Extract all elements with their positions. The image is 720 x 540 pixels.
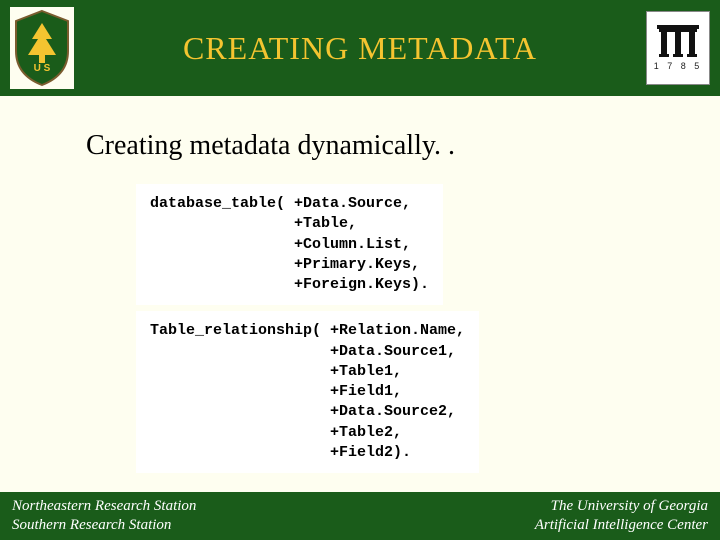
footer-right-line2: Artificial Intelligence Center	[535, 516, 708, 536]
slide-title: CREATING METADATA	[183, 30, 537, 67]
uga-year: 1 7 8 5	[654, 61, 703, 71]
code-block-1: database_table( +Data.Source, +Table, +C…	[136, 184, 443, 305]
footer-bar: Northeastern Research Station Southern R…	[0, 492, 720, 540]
uga-logo: 1 7 8 5	[646, 11, 710, 85]
code-container: database_table( +Data.Source, +Table, +C…	[136, 184, 650, 479]
footer-left-line1: Northeastern Research Station	[12, 497, 196, 517]
slide-content: Creating metadata dynamically. . databas…	[0, 96, 720, 479]
header-bar: U S CREATING METADATA 1 7 8 5	[0, 0, 720, 96]
footer-right: The University of Georgia Artificial Int…	[535, 497, 708, 536]
footer-left-line2: Southern Research Station	[12, 516, 196, 536]
code-block-2: Table_relationship( +Relation.Name, +Dat…	[136, 311, 479, 473]
arch-icon	[657, 25, 699, 57]
slide-subtitle: Creating metadata dynamically. .	[86, 130, 650, 162]
footer-right-line1: The University of Georgia	[535, 497, 708, 517]
svg-text:U S: U S	[34, 63, 51, 74]
footer-left: Northeastern Research Station Southern R…	[12, 497, 196, 536]
forest-service-logo: U S	[10, 7, 74, 89]
